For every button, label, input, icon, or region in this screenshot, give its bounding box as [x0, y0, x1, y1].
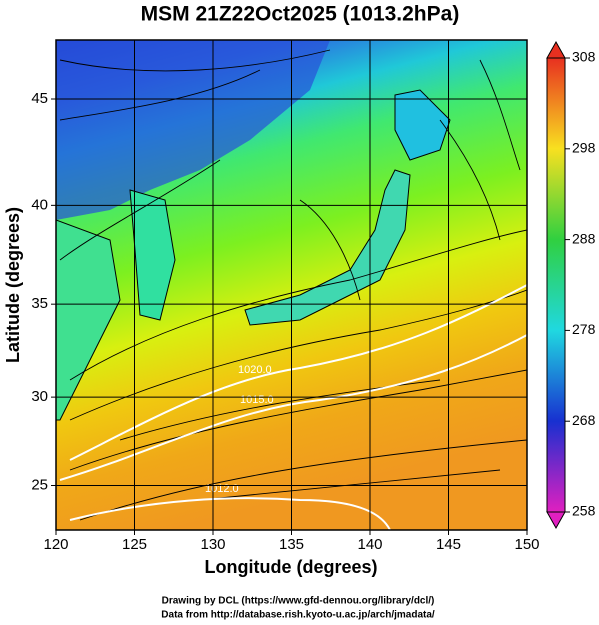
x-tick-label: 120 [43, 536, 68, 553]
x-tick-label: 135 [279, 536, 304, 553]
x-tick-label: 125 [122, 536, 147, 553]
hokkaido [394, 89, 451, 161]
credit: Drawing by DCL (https://www.gfd-dennou.o… [162, 596, 435, 607]
x-tick-label: 130 [200, 536, 225, 553]
y-tick-label: 25 [31, 476, 48, 493]
x-tick-label: 145 [436, 536, 461, 553]
y-tick-label: 35 [31, 295, 48, 312]
colorbar-tick-label: 288 [572, 230, 596, 246]
map-area: 1020.0 1015.0 1012.0 [56, 40, 527, 530]
colorbar-tick-label: 268 [572, 412, 596, 428]
cold-region [56, 40, 330, 220]
colorbar-tick-label: 298 [572, 140, 596, 156]
map-title: MSM 21Z22Oct2025 (1013.2hPa) [141, 3, 460, 26]
x-tick-label: 140 [357, 536, 382, 553]
y-tick-label: 40 [31, 196, 48, 213]
colorbar-max-arrow [546, 40, 566, 59]
isobar-label: 1020.0 [238, 364, 272, 376]
colorbar-tick-label: 278 [572, 321, 596, 337]
honshu [244, 169, 411, 326]
isobar-label: 1015.0 [240, 394, 274, 406]
y-tick-label: 45 [31, 90, 48, 107]
colorbar-min-arrow [546, 511, 566, 530]
isobar-label: 1012.0 [205, 483, 239, 495]
x-tick-label: 150 [514, 536, 539, 553]
colorbar-tick-label: 258 [572, 503, 596, 519]
colorbar-tick-label: 308 [572, 49, 596, 65]
colorbar [546, 57, 566, 513]
x-axis-label: Longitude (degrees) [204, 557, 377, 577]
y-tick-label: 30 [31, 388, 48, 405]
y-axis-label: Latitude (degrees) [3, 207, 23, 363]
credit: Data from http://database.rish.kyoto-u.a… [161, 610, 435, 621]
china-coast [56, 219, 121, 421]
streamlines [59, 49, 527, 521]
